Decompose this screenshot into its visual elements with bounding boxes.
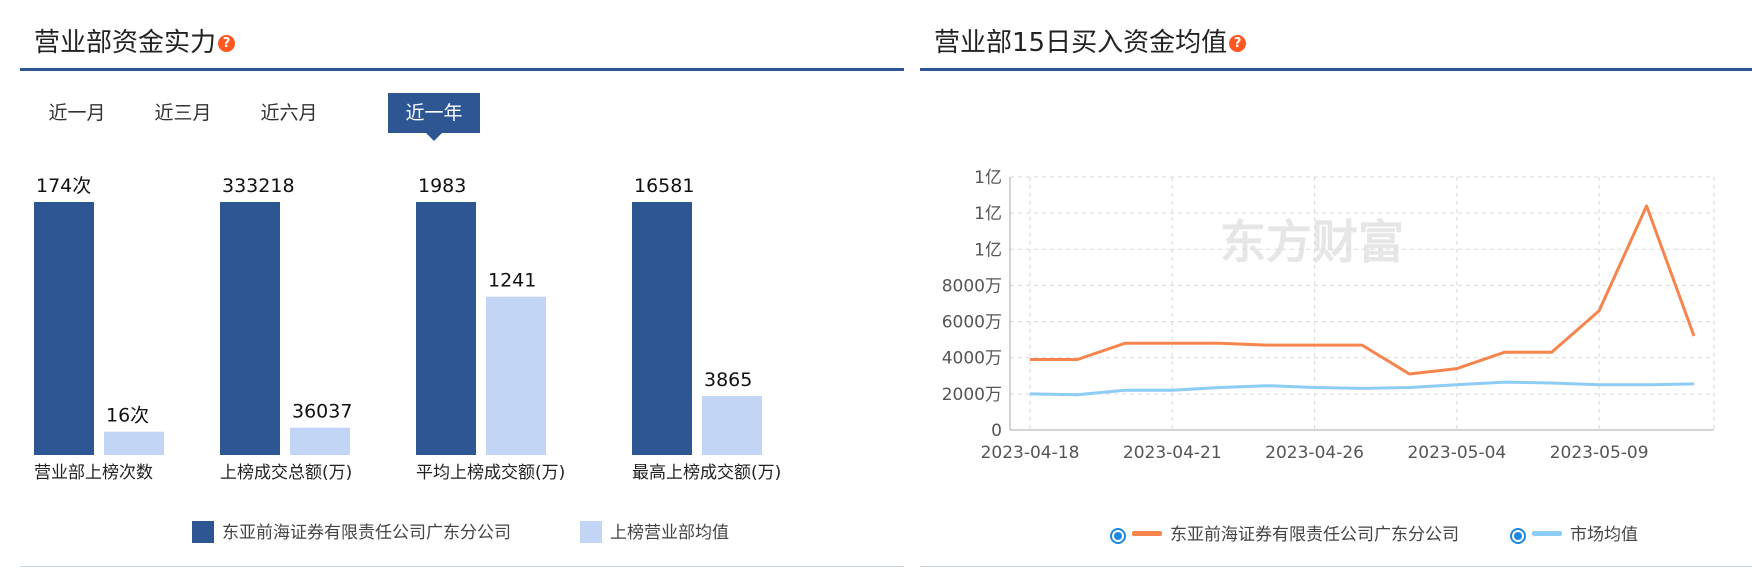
x-tick-label: 2023-04-26	[1265, 443, 1364, 463]
radio-icon	[1110, 528, 1126, 544]
bar[interactable]	[416, 202, 476, 455]
series-line-branch[interactable]	[1030, 204, 1696, 376]
bar[interactable]	[486, 296, 546, 455]
x-tick-label: 2023-04-18	[981, 443, 1080, 463]
y-tick-label: 1亿	[974, 204, 1002, 224]
legend-label: 市场均值	[1570, 525, 1638, 545]
tab-one-year[interactable]: 近一年	[388, 93, 480, 141]
y-tick-label: 2000万	[942, 385, 1002, 405]
radio-icon	[1510, 528, 1526, 544]
legend-swatch-average	[580, 521, 602, 543]
category-label: 上榜成交总额(万)	[220, 463, 352, 483]
x-tick-label: 2023-04-21	[1123, 443, 1222, 463]
bottom-divider	[20, 566, 904, 567]
y-tick-label: 8000万	[942, 276, 1002, 296]
legend-swatch-market	[1532, 531, 1562, 536]
bar[interactable]	[220, 202, 280, 455]
bar[interactable]	[702, 396, 762, 455]
legend-label: 东亚前海证券有限责任公司广东分公司	[1170, 525, 1459, 545]
legend-item-branch[interactable]: 东亚前海证券有限责任公司广东分公司	[1110, 520, 1459, 545]
bar[interactable]	[632, 202, 692, 455]
legend-label: 东亚前海证券有限责任公司广东分公司	[222, 523, 511, 543]
bar-value-label: 16次	[106, 405, 149, 427]
tab-six-months[interactable]: 近六月	[260, 102, 318, 124]
bar-value-label: 36037	[292, 401, 352, 423]
bar-value-label: 16581	[634, 175, 694, 197]
category-label: 营业部上榜次数	[34, 463, 153, 483]
legend-item-branch[interactable]: 东亚前海证券有限责任公司广东分公司	[192, 518, 511, 543]
watermark-label: 东方财富	[1220, 215, 1404, 269]
y-tick-label: 6000万	[942, 313, 1002, 333]
help-icon[interactable]: ?	[1229, 35, 1247, 52]
y-tick-label: 1亿	[974, 168, 1002, 188]
y-tick-label: 4000万	[942, 349, 1002, 369]
y-tick-label: 1亿	[974, 240, 1002, 260]
legend-item-average[interactable]: 上榜营业部均值	[580, 518, 729, 543]
bar[interactable]	[290, 427, 350, 455]
legend-swatch-branch	[192, 521, 214, 543]
bar-value-label: 174次	[36, 175, 91, 197]
bar-value-label: 333218	[222, 175, 295, 197]
capital-strength-panel: 营业部资金实力? 近一月 近三月 近六月 近一年 174次 16次营业部上榜次数 3…	[20, 0, 904, 581]
category-label: 平均上榜成交额(万)	[416, 463, 565, 483]
bar-value-label: 1241	[488, 270, 536, 292]
bar-value-label: 1983	[418, 175, 466, 197]
help-icon[interactable]: ?	[218, 35, 236, 52]
bottom-divider	[920, 566, 1752, 567]
category-label: 最高上榜成交额(万)	[632, 463, 781, 483]
panel-title: 营业部资金实力?	[34, 22, 236, 59]
title-divider	[920, 68, 1752, 71]
tab-one-month[interactable]: 近一月	[48, 102, 106, 124]
bar[interactable]	[104, 431, 164, 455]
title-divider	[20, 68, 904, 71]
buy-capital-line-chart: 东方财富 0 2000万 4000万 6000万 8000万 1亿 1亿 1亿 2023-04-1…	[942, 168, 1715, 463]
x-tick-label: 2023-05-04	[1407, 443, 1506, 463]
panel-title: 营业部15日买入资金均值?	[934, 22, 1247, 59]
bar[interactable]	[34, 202, 94, 455]
legend-swatch-branch	[1132, 531, 1162, 536]
x-tick-label: 2023-05-09	[1550, 443, 1649, 463]
tab-three-months[interactable]: 近三月	[154, 102, 212, 124]
series-line-market[interactable]	[1029, 380, 1695, 397]
y-tick-label: 0	[991, 421, 1002, 441]
bar-value-label: 3865	[704, 369, 752, 391]
legend-label: 上榜营业部均值	[610, 523, 729, 543]
buy-capital-panel: 营业部15日买入资金均值? 东方财富 0 2000万 4000万 6000万 8000万 1…	[920, 0, 1752, 581]
legend-item-market[interactable]: 市场均值	[1510, 520, 1638, 545]
